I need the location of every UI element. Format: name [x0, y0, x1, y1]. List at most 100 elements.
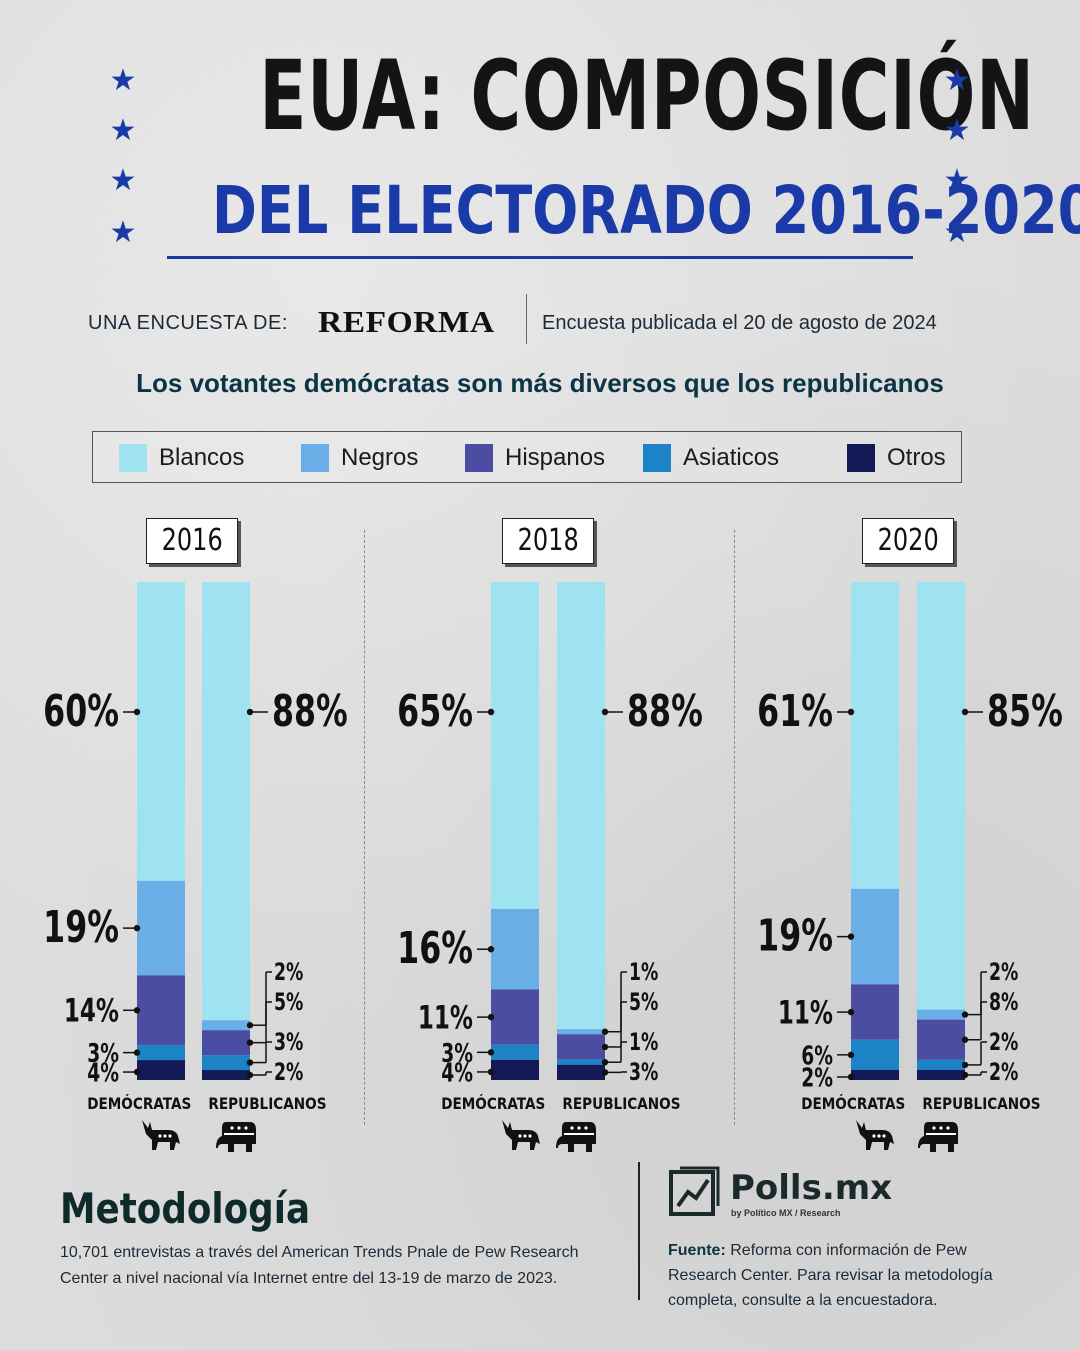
- data-label: 2%: [989, 1028, 1018, 1056]
- party-label-democratas: DEMÓCRATAS: [87, 1094, 192, 1113]
- legend-label: Hispanos: [505, 444, 606, 471]
- data-label: 3%: [87, 1039, 119, 1069]
- panel-divider: [364, 530, 365, 1125]
- data-label: 61%: [757, 686, 833, 738]
- star-icon: ★: [943, 164, 971, 197]
- legend-swatch: [119, 444, 147, 472]
- elephant-icon: [556, 1122, 596, 1152]
- publication-date: Encuesta publicada el 20 de agosto de 20…: [542, 312, 937, 334]
- bar-segment-blancos: [202, 582, 250, 1021]
- legend-swatch: [301, 444, 329, 472]
- panel-divider: [734, 530, 735, 1125]
- bar-segment-negros: [851, 888, 899, 985]
- data-label: 1%: [629, 958, 658, 986]
- party-label-democratas: DEMÓCRATAS: [441, 1094, 546, 1113]
- data-label: 4%: [441, 1058, 473, 1088]
- data-label: 8%: [989, 988, 1018, 1016]
- data-label: 3%: [274, 1028, 303, 1056]
- data-label: 19%: [43, 902, 119, 954]
- data-label: 5%: [629, 988, 658, 1016]
- data-label: 2%: [274, 1058, 303, 1086]
- bar-segment-asiaticos: [137, 1045, 185, 1061]
- byline-divider: [526, 294, 527, 344]
- bar-segment-negros: [137, 880, 185, 976]
- bar-segment-asiaticos: [491, 1044, 539, 1060]
- legend-item-blancos: Blancos: [119, 444, 244, 472]
- star-icon: ★: [109, 114, 137, 147]
- elephant-icon: [216, 1122, 256, 1152]
- methodology-title: Metodología: [60, 1184, 311, 1233]
- year-label-2020: 2020: [862, 518, 954, 564]
- party-label-republicanos: REPUBLICANOS: [922, 1094, 1041, 1113]
- brand-name: Polls.mx: [730, 1168, 893, 1208]
- chart-subtitle: Los votantes demócratas son más diversos…: [136, 368, 944, 398]
- data-label: 6%: [801, 1041, 833, 1071]
- star-icon: ★: [109, 64, 137, 97]
- data-label: 2%: [801, 1063, 833, 1093]
- bar-segment-asiaticos: [202, 1055, 250, 1071]
- bar-segment-blancos: [851, 582, 899, 889]
- star-icon: ★: [943, 114, 971, 147]
- data-label: 2%: [274, 958, 303, 986]
- bar-segment-negros: [917, 1009, 965, 1020]
- legend-swatch: [465, 444, 493, 472]
- data-label: 3%: [629, 1058, 658, 1086]
- data-label: 60%: [43, 686, 119, 738]
- source-text: Reforma con información de Pew Research …: [668, 1242, 993, 1309]
- data-label: 3%: [441, 1039, 473, 1069]
- title-underline: [167, 256, 913, 259]
- data-label: 85%: [987, 686, 1063, 738]
- data-label: 65%: [397, 686, 473, 738]
- year-label-2016: 2016: [146, 518, 238, 564]
- bar-segment-negros: [202, 1020, 250, 1031]
- brand-tagline: by Político MX / Research: [731, 1208, 841, 1218]
- data-label: 88%: [272, 686, 348, 738]
- bar-segment-otros: [917, 1069, 965, 1080]
- bar-segment-hispanos: [557, 1034, 605, 1060]
- bar-segment-hispanos: [202, 1030, 250, 1056]
- bar-segment-hispanos: [137, 975, 185, 1046]
- source-label: Fuente:: [668, 1242, 726, 1259]
- data-label: 5%: [274, 988, 303, 1016]
- legend-label: Negros: [341, 444, 419, 471]
- party-label-republicanos: REPUBLICANOS: [208, 1094, 327, 1113]
- legend-item-negros: Negros: [301, 444, 418, 472]
- bar-segment-blancos: [491, 582, 539, 909]
- bar-segment-asiaticos: [917, 1059, 965, 1070]
- publisher-logo: REFORMA: [318, 304, 495, 339]
- source-note: Fuente: Reforma con información de Pew R…: [668, 1238, 1028, 1313]
- star-icon: ★: [109, 164, 137, 197]
- bar-segment-hispanos: [917, 1019, 965, 1060]
- data-label: 2%: [989, 958, 1018, 986]
- legend-label: Otros: [887, 444, 946, 471]
- data-label: 11%: [418, 998, 473, 1036]
- bar-segment-negros: [491, 908, 539, 990]
- legend-item-asiaticos: Asiaticos: [643, 444, 779, 472]
- bar-segment-negros: [557, 1029, 605, 1035]
- data-label: 2%: [989, 1058, 1018, 1086]
- data-label: 4%: [87, 1059, 119, 1089]
- legend-label: Asiaticos: [683, 444, 780, 471]
- star-icon: ★: [943, 216, 971, 249]
- data-label: 14%: [64, 992, 119, 1030]
- party-label-republicanos: REPUBLICANOS: [562, 1094, 681, 1113]
- data-label: 19%: [757, 911, 833, 963]
- star-icon: ★: [109, 216, 137, 249]
- bar-segment-otros: [851, 1069, 899, 1080]
- bar-segment-asiaticos: [851, 1039, 899, 1070]
- bar-segment-blancos: [557, 582, 605, 1030]
- bar-segment-asiaticos: [557, 1059, 605, 1065]
- bar-segment-blancos: [137, 582, 185, 881]
- byline-prefix: UNA ENCUESTA DE:: [88, 312, 288, 334]
- legend-item-otros: Otros: [847, 444, 946, 472]
- polls-logo-icon: [669, 1166, 720, 1216]
- star-icon: ★: [943, 64, 971, 97]
- chart-legend: Blancos Negros Hispanos Asiaticos Otros: [92, 431, 962, 483]
- data-label: 88%: [627, 686, 703, 738]
- footer-divider: [638, 1162, 640, 1300]
- stacked-bar-chart: 60%19%14%3%4%88%2%5%3%2%65%16%11%3%4%88%…: [43, 582, 1063, 1093]
- bar-segment-hispanos: [491, 989, 539, 1045]
- bar-segment-otros: [202, 1070, 250, 1080]
- bar-segment-otros: [137, 1060, 185, 1080]
- legend-label: Blancos: [159, 444, 245, 471]
